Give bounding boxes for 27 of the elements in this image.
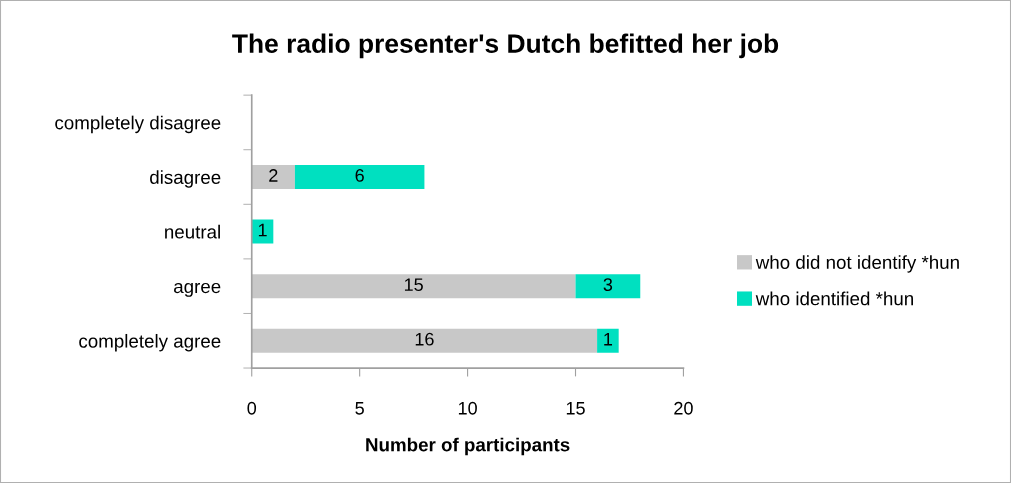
bar [575, 274, 641, 299]
y-tick-label: neutral [165, 224, 220, 239]
legend-label: who identified *hun [755, 291, 913, 306]
bar [294, 165, 425, 190]
x-axis-title: Number of participants [366, 437, 570, 456]
y-tick-label: completely agree [79, 333, 221, 352]
y-tick-label: disagree [150, 170, 221, 188]
x-tick-label: 5 [355, 402, 364, 415]
x-tick-label: 20 [674, 401, 693, 415]
bar [251, 274, 576, 299]
bar [597, 328, 619, 353]
bar [251, 328, 598, 353]
data-label: 1 [604, 333, 613, 346]
chart-title: The radio presenter's Dutch befitted her job [232, 33, 779, 59]
y-tick-label: completely disagree [55, 115, 221, 134]
legend-label: who did not identify *hun [755, 255, 959, 273]
bar [251, 165, 295, 190]
data-label: 6 [355, 169, 364, 182]
data-label: 2 [269, 169, 278, 182]
data-label: 15 [404, 278, 423, 292]
data-label: 16 [415, 332, 434, 346]
data-label: 3 [603, 278, 613, 292]
y-tick-label: agree [174, 282, 221, 297]
x-tick-label: 10 [458, 401, 477, 415]
data-label: 1 [258, 223, 267, 237]
x-tick-label: 15 [566, 402, 585, 415]
x-tick-label: 0 [247, 401, 257, 415]
